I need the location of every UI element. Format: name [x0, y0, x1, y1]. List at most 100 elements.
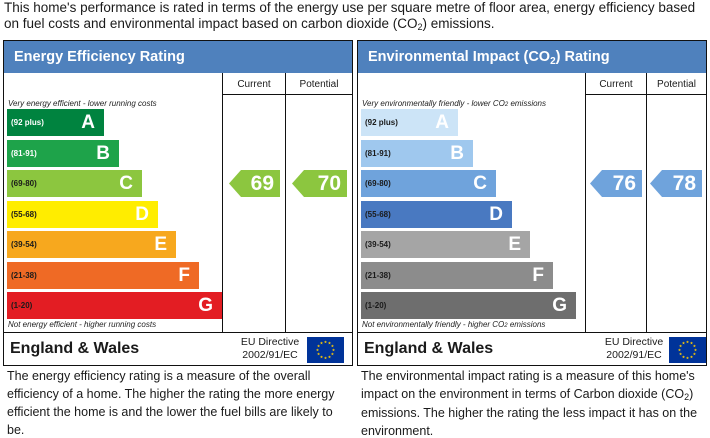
eu-star-icon [679, 352, 683, 356]
eu-star-icon [315, 348, 320, 352]
band-grade-letter: E [154, 234, 167, 255]
region-label: England & Wales [364, 340, 494, 357]
rating-band-d: (55-68) D [7, 200, 158, 228]
energy-panel-title: Energy Efficiency Rating [4, 41, 352, 73]
rating-band-a: (92 plus) A [361, 109, 458, 136]
eu-star-icon [685, 340, 690, 344]
potential-rating-arrow: 70 [292, 170, 347, 197]
eu-star-icon [689, 355, 694, 359]
header-rule [585, 94, 706, 95]
column-divider [646, 73, 647, 332]
eu-star-icon [319, 355, 324, 359]
env-desc-end: ) emissions. The higher the rating the l… [361, 387, 698, 438]
eu-star-icon [323, 340, 328, 344]
rating-band-a: (92 plus) A [7, 109, 104, 136]
rating-band-f: (21-38) F [361, 261, 553, 289]
eu-star-icon [330, 352, 334, 356]
band-range-label: (55-68) [11, 209, 37, 219]
caption-subscript: 2 [504, 323, 508, 329]
eu-star-icon [692, 344, 696, 348]
eu-star-icon [679, 344, 683, 348]
caption-end: emissions [508, 99, 547, 108]
band-range-label: (39-54) [365, 240, 391, 249]
eu-star-icon [331, 348, 336, 352]
energy-efficiency-panel: Energy Efficiency Rating Current Potenti… [3, 40, 353, 366]
band-range-label: (1-20) [365, 301, 387, 310]
intro-subscript: 2 [417, 22, 423, 32]
band-grade-letter: A [435, 112, 449, 133]
rating-band-g: (1-20) G [7, 292, 222, 319]
eu-flag-icon [669, 337, 706, 363]
rating-band-d: (55-68) D [361, 200, 512, 228]
rating-band-e: (39-54) E [361, 231, 530, 258]
band-range-label: (81-91) [11, 148, 37, 158]
top-caption: Very energy efficient - lower running co… [8, 99, 157, 108]
band-grade-letter: G [198, 295, 213, 316]
band-range-label: (81-91) [365, 148, 391, 158]
eu-star-icon [317, 344, 321, 348]
band-grade-letter: F [178, 264, 190, 286]
band-grade-letter: F [532, 264, 544, 286]
intro-text: This home's performance is rated in term… [4, 0, 706, 33]
caption-subscript: 2 [504, 102, 509, 108]
header-rule [222, 94, 352, 95]
eu-directive-label: EU Directive 2002/91/EC [600, 336, 668, 362]
rating-band-f: (21-38) F [7, 261, 199, 289]
top-caption: Very environmentally friendly - lower CO… [362, 99, 546, 108]
eu-star-icon [692, 352, 696, 356]
directive-line1: EU Directive [604, 336, 664, 348]
footer-rule [4, 332, 352, 333]
bottom-caption: Not environmentally friendly - higher CO… [362, 320, 545, 329]
eu-star-icon [330, 344, 334, 348]
potential-column-header: Potential [299, 79, 339, 90]
eu-star-icon [317, 352, 321, 356]
column-divider [585, 73, 586, 332]
env-desc-part: The environmental impact rating is a mea… [361, 369, 695, 401]
potential-column-header: Potential [657, 79, 696, 90]
eu-flag-icon [307, 337, 344, 363]
band-range-label: (21-38) [365, 270, 391, 280]
eu-star-icon [693, 348, 698, 352]
potential-rating-arrow: 78 [650, 170, 702, 197]
env-title-end: ) Rating [555, 49, 610, 65]
rating-band-g: (1-20) G [361, 292, 576, 319]
env-title-part: Environmental Impact (CO [368, 49, 551, 65]
band-range-label: (39-54) [11, 240, 37, 249]
env-desc-subscript: 2 [684, 392, 690, 402]
intro-text-end: ) emissions. [422, 16, 495, 31]
band-range-label: (92 plus) [365, 118, 398, 127]
current-column-header: Current [599, 79, 633, 90]
energy-description: The energy efficiency rating is a measur… [7, 369, 335, 437]
eu-star-icon [681, 341, 686, 345]
band-range-label: (55-68) [365, 209, 391, 219]
band-range-label: (21-38) [11, 270, 37, 280]
eu-star-icon [323, 356, 328, 360]
rating-band-b: (81-91) B [361, 139, 473, 167]
band-range-label: (1-20) [11, 301, 33, 310]
eu-star-icon [327, 341, 332, 345]
eu-star-icon [327, 355, 332, 359]
eu-directive-label: EU Directive 2002/91/EC [236, 336, 304, 362]
current-rating-arrow: 76 [590, 170, 642, 197]
band-grade-letter: D [135, 203, 149, 225]
band-grade-letter: C [119, 173, 133, 194]
intro-text-part: This home's performance is rated in term… [4, 0, 696, 31]
rating-band-c: (69-80) C [7, 170, 142, 197]
caption-part: Very environmentally friendly - lower CO [362, 99, 505, 108]
environment-description: The environmental impact rating is a mea… [361, 367, 701, 438]
env-title-subscript: 2 [550, 56, 556, 67]
band-range-label: (69-80) [11, 179, 37, 188]
eu-star-icon [685, 356, 690, 360]
rating-band-b: (81-91) B [7, 139, 119, 167]
environmental-impact-panel: Environmental Impact (CO2) Rating Curren… [357, 40, 707, 366]
current-rating-arrow: 69 [229, 170, 280, 197]
directive-line2: 2002/91/EC [606, 349, 662, 361]
band-grade-letter: B [96, 142, 110, 164]
band-range-label: (69-80) [365, 179, 391, 188]
caption-end: emissions [507, 320, 546, 329]
eu-star-icon [319, 341, 324, 345]
environment-panel-title: Environmental Impact (CO2) Rating [358, 41, 706, 73]
eu-star-icon [677, 348, 682, 352]
current-column-header: Current [237, 79, 271, 90]
rating-band-e: (39-54) E [7, 231, 176, 258]
